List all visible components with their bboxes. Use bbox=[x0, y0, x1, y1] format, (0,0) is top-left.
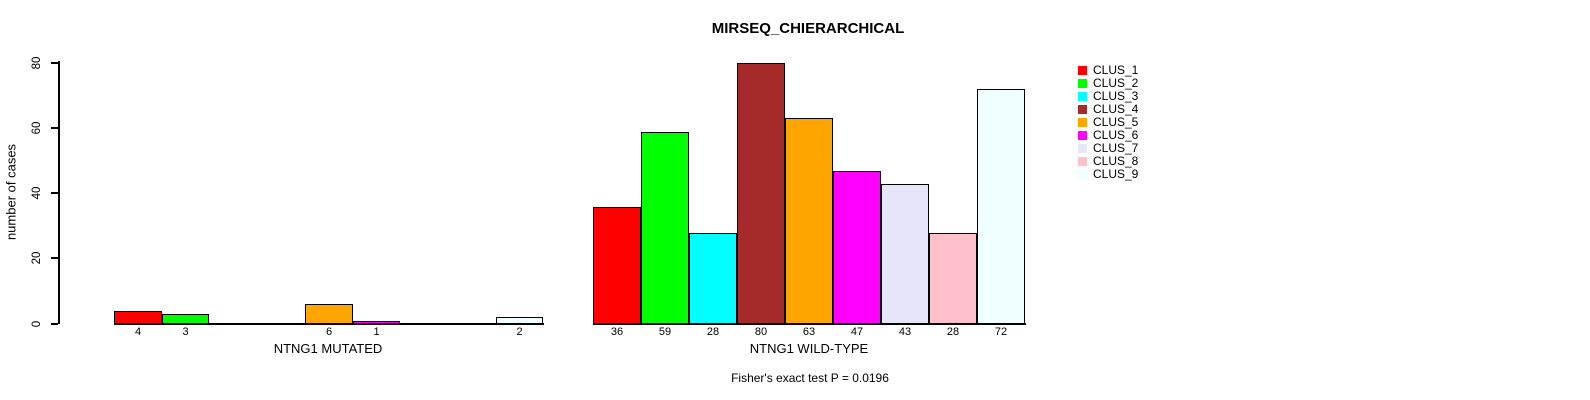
legend-label: CLUS_6 bbox=[1093, 128, 1139, 142]
legend-row: CLUS_3 bbox=[1078, 90, 1138, 103]
legend-label: CLUS_9 bbox=[1093, 167, 1139, 181]
bar-value-label: 3 bbox=[182, 326, 189, 338]
bar-value-label: 28 bbox=[946, 326, 960, 338]
chart-title: MIRSEQ_CHIERARCHICAL bbox=[711, 20, 905, 37]
bar-value-label: 80 bbox=[754, 326, 768, 338]
y-axis-label: number of cases bbox=[3, 143, 19, 241]
y-tick bbox=[51, 257, 58, 259]
y-tick bbox=[51, 323, 58, 325]
bar-clus_8-group2 bbox=[929, 233, 977, 324]
bar-value-label: 6 bbox=[325, 326, 333, 338]
bar-clus_6-group1 bbox=[353, 321, 400, 324]
legend-row: CLUS_6 bbox=[1078, 129, 1138, 142]
bar-clus_4-group2 bbox=[737, 63, 785, 324]
legend-swatch-icon bbox=[1078, 157, 1087, 166]
bar-clus_2-group2 bbox=[641, 132, 689, 324]
legend-swatch-icon bbox=[1078, 118, 1087, 127]
legend-swatch-icon bbox=[1078, 131, 1087, 140]
y-tick bbox=[51, 62, 58, 64]
legend-label: CLUS_5 bbox=[1093, 115, 1139, 129]
legend-swatch-icon bbox=[1078, 79, 1087, 88]
bar-clus_6-group2 bbox=[833, 171, 881, 324]
y-tick-label: 80 bbox=[31, 56, 43, 70]
legend-row: CLUS_9 bbox=[1078, 168, 1138, 181]
legend-row: CLUS_4 bbox=[1078, 103, 1138, 116]
bar-value-label: 1 bbox=[373, 326, 380, 338]
bar-value-label: 28 bbox=[706, 326, 720, 338]
legend-row: CLUS_2 bbox=[1078, 77, 1138, 90]
bar-value-label: 43 bbox=[898, 326, 912, 338]
bar-value-label: 36 bbox=[610, 326, 624, 338]
bar-value-label: 4 bbox=[134, 326, 142, 338]
y-tick bbox=[51, 192, 58, 194]
bar-clus_5-group2 bbox=[785, 118, 833, 324]
legend-swatch-icon bbox=[1078, 105, 1087, 114]
y-tick-label: 40 bbox=[31, 186, 43, 200]
legend-row: CLUS_8 bbox=[1078, 155, 1138, 168]
bar-clus_9-group1 bbox=[496, 317, 543, 324]
y-tick-label: 60 bbox=[31, 121, 43, 135]
legend-row: CLUS_1 bbox=[1078, 64, 1138, 77]
legend-row: CLUS_5 bbox=[1078, 116, 1138, 129]
y-tick-label: 20 bbox=[31, 251, 43, 265]
legend-label: CLUS_3 bbox=[1093, 89, 1139, 103]
legend-label: CLUS_4 bbox=[1093, 102, 1139, 116]
legend-swatch-icon bbox=[1078, 144, 1087, 153]
legend-label: CLUS_7 bbox=[1093, 141, 1139, 155]
bar-value-label: 59 bbox=[658, 326, 672, 338]
x-axis-label-wildtype: NTNG1 WILD-TYPE bbox=[749, 341, 869, 356]
bar-clus_5-group1 bbox=[305, 304, 353, 324]
legend-label: CLUS_2 bbox=[1093, 76, 1139, 90]
bar-clus_7-group2 bbox=[881, 184, 929, 324]
bar-value-label: 63 bbox=[802, 326, 816, 338]
y-tick bbox=[51, 127, 58, 129]
legend-swatch-icon bbox=[1078, 170, 1087, 179]
y-axis-line bbox=[58, 61, 60, 324]
legend-swatch-icon bbox=[1078, 66, 1087, 75]
bar-value-label: 2 bbox=[516, 326, 523, 338]
legend: CLUS_1 CLUS_2 CLUS_3 CLUS_4 CLUS_5 CLUS_6 CLUS… bbox=[1078, 64, 1138, 181]
legend-row: CLUS_7 bbox=[1078, 142, 1138, 155]
fisher-exact-test-note: Fisher's exact test P = 0.0196 bbox=[731, 371, 889, 385]
x-axis-label-mutated: NTNG1 MUTATED bbox=[273, 341, 383, 356]
bar-clus_9-group2 bbox=[977, 89, 1025, 324]
bar-clus_2-group1 bbox=[162, 314, 209, 324]
bar-clus_1-group2 bbox=[593, 207, 641, 324]
bar-clus_3-group2 bbox=[689, 233, 737, 324]
bar-value-label: 47 bbox=[850, 326, 864, 338]
bar-clus_1-group1 bbox=[114, 311, 162, 324]
y-tick-label: 0 bbox=[31, 320, 43, 328]
legend-label: CLUS_8 bbox=[1093, 154, 1139, 168]
legend-label: CLUS_1 bbox=[1093, 63, 1139, 77]
bar-value-label: 72 bbox=[994, 326, 1008, 338]
legend-swatch-icon bbox=[1078, 92, 1087, 101]
